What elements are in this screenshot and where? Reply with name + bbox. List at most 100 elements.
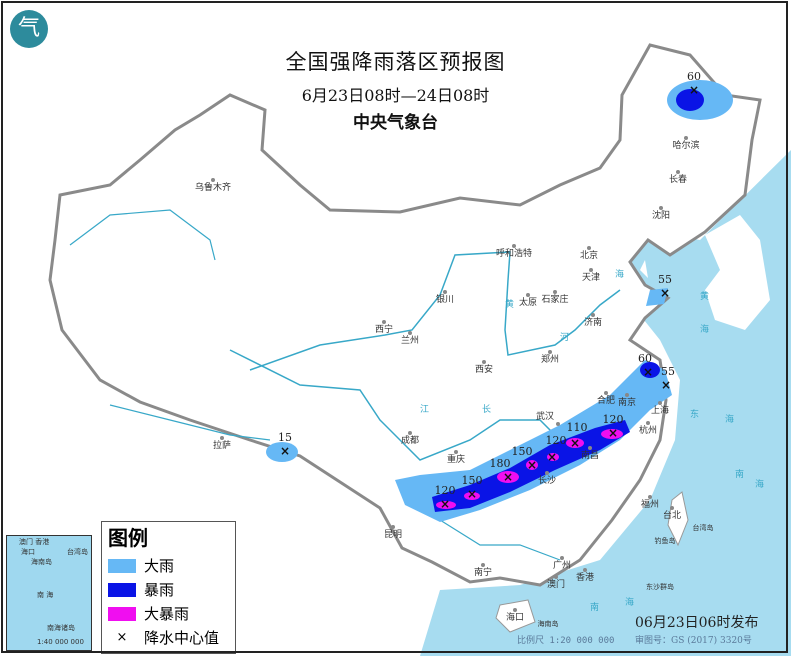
rain-center-value: 60 <box>687 70 701 83</box>
water-label: 河 <box>560 333 570 343</box>
island-label: 海南岛 <box>537 620 559 628</box>
legend-label: 降水中心值 <box>144 629 220 647</box>
city-label: 福州 <box>640 500 660 510</box>
city-dot <box>220 436 224 440</box>
rain-center-x-icon: × <box>688 83 700 97</box>
city-dot <box>556 422 560 426</box>
city-dot <box>646 421 650 425</box>
water-label: 南 <box>735 470 745 480</box>
city-dot <box>676 170 680 174</box>
heavy-rainstorm-area <box>547 453 559 461</box>
city-label: 乌鲁木齐 <box>194 183 232 193</box>
city-label: 台北 <box>662 511 682 521</box>
city-dot <box>382 320 386 324</box>
island-label: 钓鱼岛 <box>654 537 676 545</box>
city-dot <box>591 313 595 317</box>
water-label: 海 <box>700 325 710 335</box>
hainan-island <box>495 599 536 633</box>
rain-center-value: 120 <box>545 434 567 447</box>
inset-label: 海口 <box>21 548 35 556</box>
city-dot <box>454 450 458 454</box>
city-label: 海口 <box>505 613 525 623</box>
water-label: 黄 <box>700 292 710 302</box>
rain-center-x-icon: × <box>279 444 291 458</box>
rain-center-x-icon: × <box>607 426 619 440</box>
pearl-river <box>439 519 561 561</box>
city-label: 太原 <box>518 298 538 308</box>
water-label: 海 <box>615 270 625 280</box>
rain-center-x-icon: × <box>526 458 538 472</box>
rain-center-x-icon: × <box>642 365 654 379</box>
city-label: 哈尔滨 <box>672 141 700 151</box>
heavy-rain-area-tibet <box>266 442 298 462</box>
heavy-rainstorm-area <box>566 438 584 448</box>
rain-center-value: 55 <box>661 365 675 378</box>
rain-center-x-icon: × <box>546 450 558 464</box>
city-dot <box>408 431 412 435</box>
city-label: 天津 <box>581 273 601 283</box>
city-label: 澳门 <box>546 580 566 590</box>
city-dot <box>658 401 662 405</box>
city-dot <box>589 268 593 272</box>
legend-label: 大雨 <box>144 557 175 575</box>
city-dot <box>560 556 564 560</box>
rain-center-value: 110 <box>566 421 588 434</box>
inset-label: 台湾岛 <box>67 548 88 556</box>
water-label: 江 <box>420 405 430 415</box>
city-dot <box>512 244 516 248</box>
city-dot <box>684 136 688 140</box>
legend-item-heavy-rainstorm: 大暴雨 <box>108 605 189 623</box>
city-dot <box>526 293 530 297</box>
city-label: 武汉 <box>535 412 555 422</box>
city-dot <box>554 575 558 579</box>
inset-label: 1:40 000 000 <box>37 638 84 646</box>
city-dot <box>625 393 629 397</box>
inset-label: 澳门 香港 <box>19 538 50 546</box>
issuer: 中央气象台 <box>353 113 438 133</box>
city-label: 西宁 <box>374 325 394 335</box>
city-label: 兰州 <box>400 336 420 346</box>
rain-center-value: 120 <box>434 484 456 497</box>
city-label: 拉萨 <box>212 441 232 451</box>
legend-title: 图例 <box>108 526 148 550</box>
rain-center-value: 60 <box>638 352 652 365</box>
heavy-rain-area-band <box>395 360 672 522</box>
island-label: 东沙群岛 <box>646 583 674 591</box>
rainstorm-area-northeast <box>676 89 704 111</box>
city-dot <box>481 563 485 567</box>
rain-center-value: 120 <box>602 413 624 426</box>
city-dot <box>588 446 592 450</box>
map-title: 全国强降雨落区预报图 <box>285 50 506 74</box>
city-dot <box>482 360 486 364</box>
map-scale: 比例尺 1:20 000 000 <box>517 636 615 646</box>
water-label: 海 <box>755 480 765 490</box>
legend-item-center-value: × 降水中心值 <box>108 629 219 647</box>
water-label: 长 <box>482 405 492 415</box>
map-approval-number: 审图号：GS (2017) 3320号 <box>635 636 752 646</box>
yellow-river <box>249 251 621 371</box>
city-label: 长春 <box>668 175 688 185</box>
city-label: 西安 <box>474 365 494 375</box>
rain-center-value: 150 <box>511 445 533 458</box>
inset-label: 南 海 <box>37 591 54 599</box>
city-label: 广州 <box>552 561 572 571</box>
water-label: 黄 <box>505 300 515 310</box>
legend: 图例 大雨 暴雨 大暴雨 × 降水中心值 <box>101 521 236 654</box>
city-dot <box>545 471 549 475</box>
rain-center-value: 150 <box>461 474 483 487</box>
city-label: 杭州 <box>638 426 658 436</box>
heavy-rainstorm-area <box>601 429 623 439</box>
tarim-river <box>69 209 216 261</box>
city-dot <box>391 525 395 529</box>
legend-item-heavy-rain: 大雨 <box>108 557 174 575</box>
heavy-rainstorm-area <box>436 501 456 509</box>
rain-center-x-icon: × <box>569 436 581 450</box>
city-label: 银川 <box>435 295 455 305</box>
city-label: 昆明 <box>383 530 403 540</box>
rain-center-x-icon: × <box>659 286 671 300</box>
inset-label: 海南岛 <box>31 558 52 566</box>
heavy-rainstorm-area <box>497 471 519 483</box>
heavy-rainstorm-area <box>464 492 480 500</box>
